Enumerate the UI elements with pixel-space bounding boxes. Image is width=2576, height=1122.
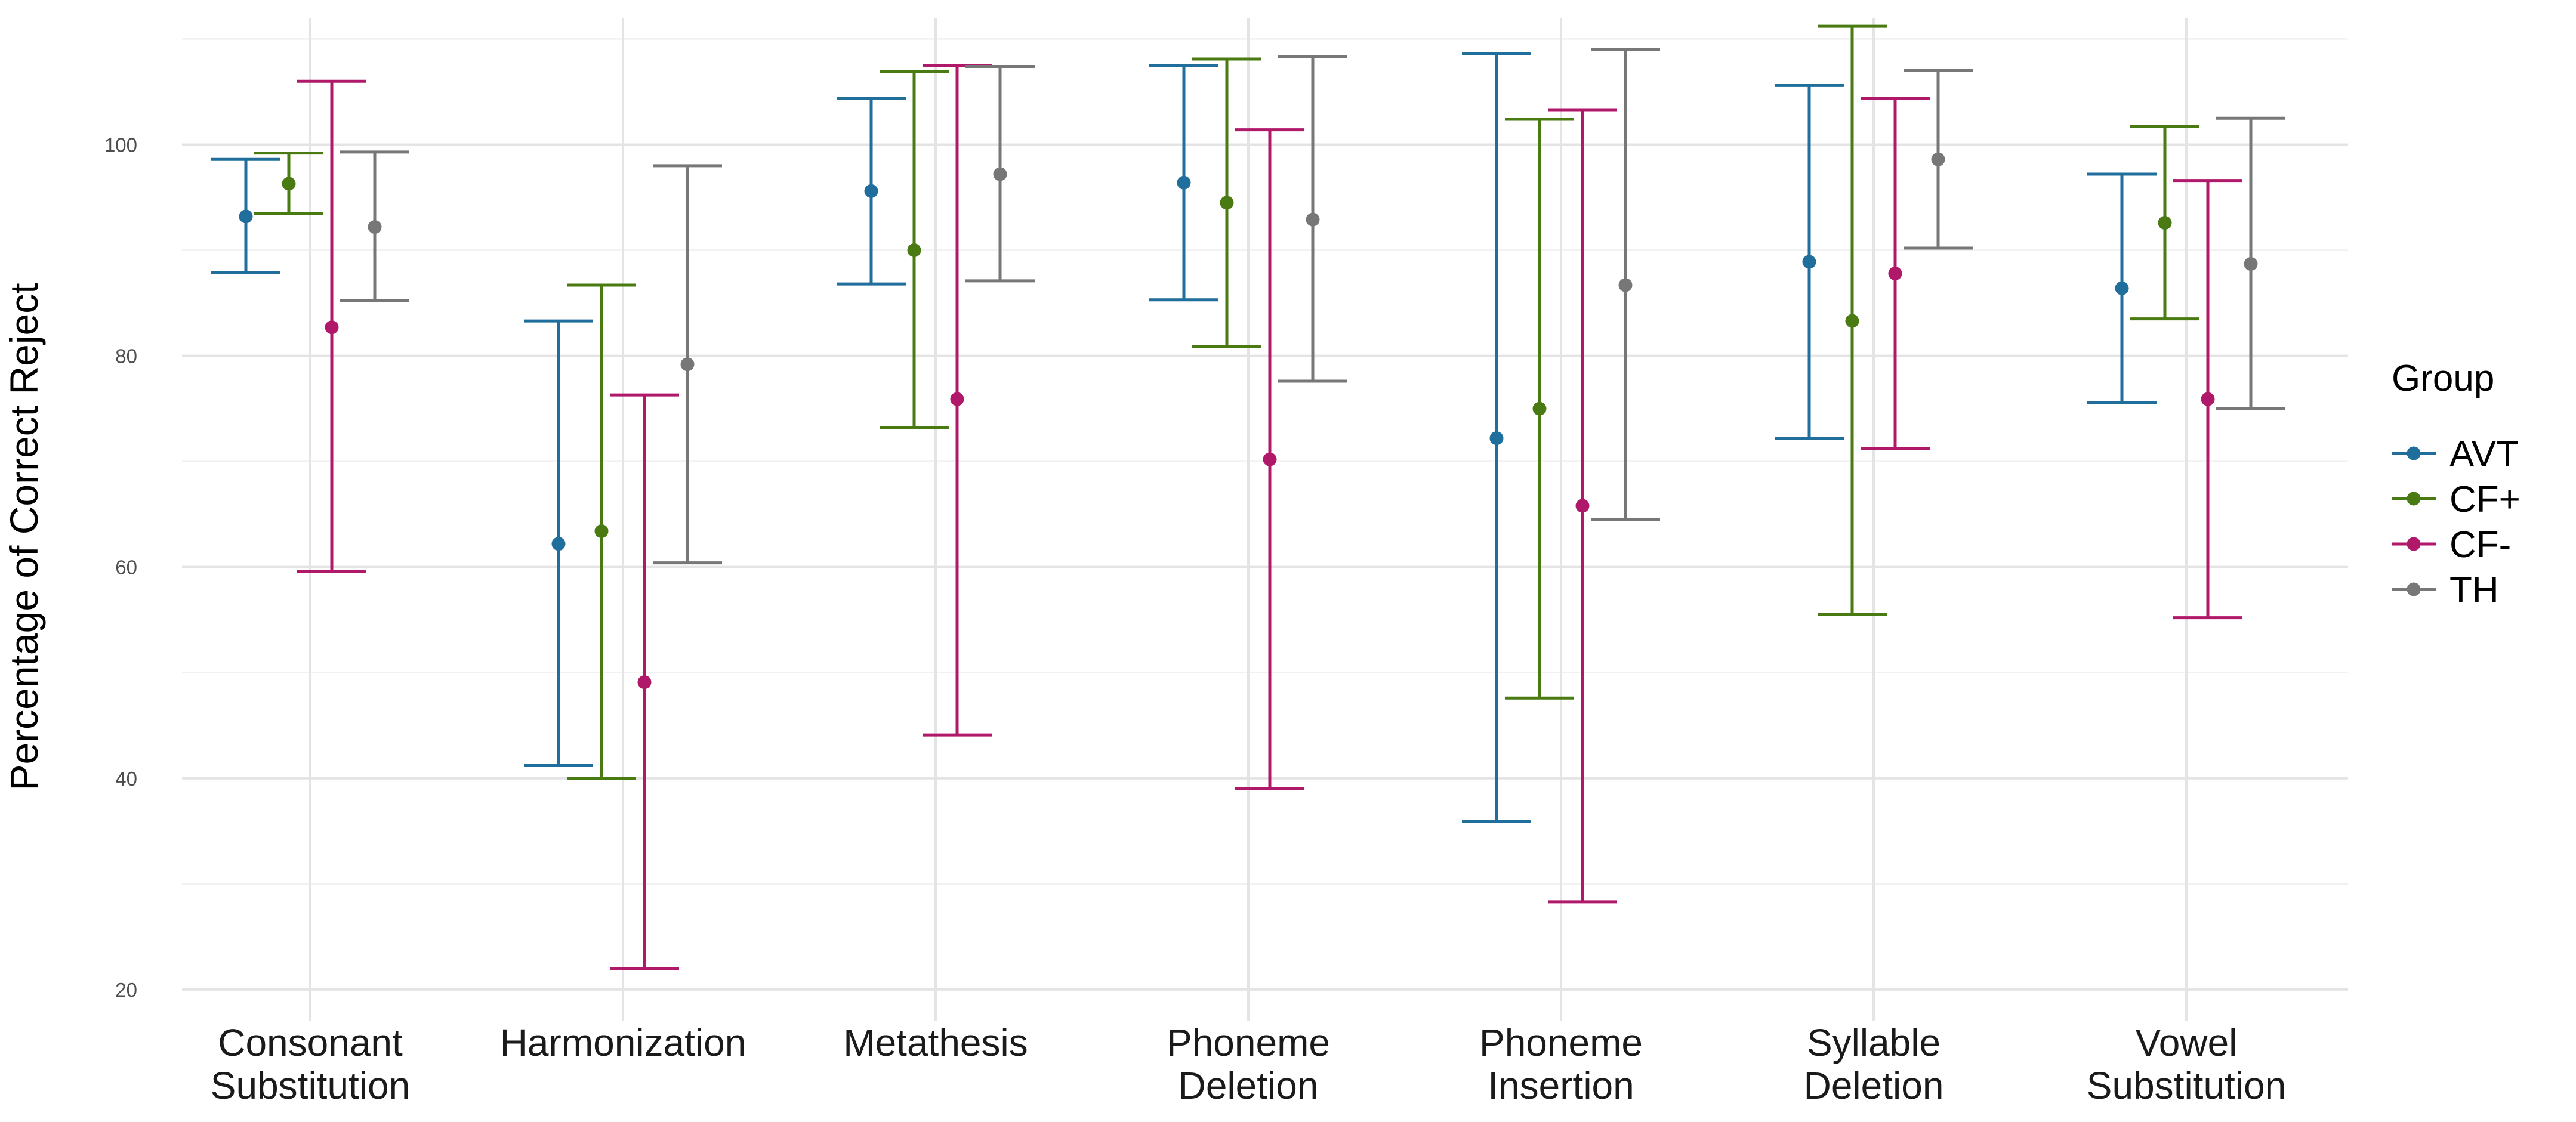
mean-point bbox=[1575, 499, 1590, 513]
mean-point bbox=[1618, 278, 1633, 292]
x-axis-ticks: Consonant Substitution Harmonization Metath… bbox=[211, 1021, 2286, 1107]
mean-point bbox=[907, 243, 921, 258]
mean-point bbox=[1177, 175, 1191, 190]
series-CF+ bbox=[254, 24, 2199, 780]
y-tick-label: 20 bbox=[115, 979, 137, 1001]
mean-point bbox=[2244, 257, 2258, 271]
legend-title: Group bbox=[2392, 358, 2494, 399]
mean-point bbox=[325, 320, 339, 335]
x-tick-label: Harmonization bbox=[500, 1021, 746, 1064]
x-tick-label: Vowel Substitution bbox=[2087, 1021, 2286, 1107]
legend-item-TH: TH bbox=[2392, 570, 2499, 611]
mean-point bbox=[950, 392, 964, 406]
legend-label: CF+ bbox=[2449, 479, 2521, 520]
y-tick-label: 60 bbox=[115, 557, 137, 579]
x-tick-label: Consonant Substitution bbox=[211, 1021, 410, 1107]
mean-point bbox=[864, 184, 878, 198]
x-tick-label: Syllable Deletion bbox=[1804, 1021, 1944, 1107]
mean-point bbox=[2158, 215, 2172, 230]
legend-swatch-point bbox=[2407, 537, 2421, 551]
x-tick-label: Metathesis bbox=[843, 1021, 1028, 1064]
x-tick-label: Phoneme Deletion bbox=[1167, 1021, 1330, 1107]
mean-point bbox=[551, 537, 566, 551]
mean-point bbox=[2201, 392, 2215, 406]
error-bar-series bbox=[211, 24, 2285, 970]
mean-point bbox=[1306, 212, 1320, 227]
legend-label: TH bbox=[2449, 570, 2499, 611]
y-tick-label: 100 bbox=[104, 134, 137, 156]
mean-point bbox=[1888, 266, 1902, 280]
legend-label: AVT bbox=[2449, 434, 2519, 475]
series-TH bbox=[340, 48, 2285, 565]
legend-item-CF+: CF+ bbox=[2392, 479, 2521, 520]
mean-point bbox=[1931, 152, 1945, 166]
mean-point bbox=[368, 220, 382, 234]
mean-point bbox=[1532, 401, 1547, 416]
mean-point bbox=[1802, 255, 1816, 269]
y-tick-label: 80 bbox=[115, 345, 137, 367]
mean-point bbox=[1220, 196, 1234, 210]
mean-point bbox=[1845, 314, 1859, 328]
legend-item-CF-: CF- bbox=[2392, 524, 2511, 565]
mean-point bbox=[239, 209, 253, 224]
mean-point bbox=[680, 357, 695, 372]
mean-point bbox=[1263, 452, 1277, 466]
x-tick-label: Phoneme Insertion bbox=[1479, 1021, 1643, 1107]
mean-point bbox=[1489, 431, 1504, 446]
y-tick-label: 40 bbox=[115, 768, 137, 790]
series-AVT bbox=[211, 52, 2157, 823]
legend-swatch-point bbox=[2407, 492, 2421, 506]
mean-point bbox=[282, 177, 296, 191]
legend-label: CF- bbox=[2449, 524, 2511, 565]
mean-point bbox=[993, 167, 1007, 181]
series-CF- bbox=[297, 64, 2242, 970]
y-axis-label: Percentage of Correct Reject bbox=[2, 283, 46, 790]
legend-swatch-point bbox=[2407, 582, 2421, 596]
mean-point bbox=[637, 675, 652, 690]
mean-point bbox=[2115, 281, 2129, 295]
grid bbox=[182, 18, 2348, 1021]
legend-swatch-point bbox=[2407, 446, 2421, 460]
legend-item-AVT: AVT bbox=[2392, 434, 2519, 475]
mean-point bbox=[594, 524, 609, 538]
y-axis-ticks: 20 40 60 80 100 bbox=[104, 134, 137, 1000]
